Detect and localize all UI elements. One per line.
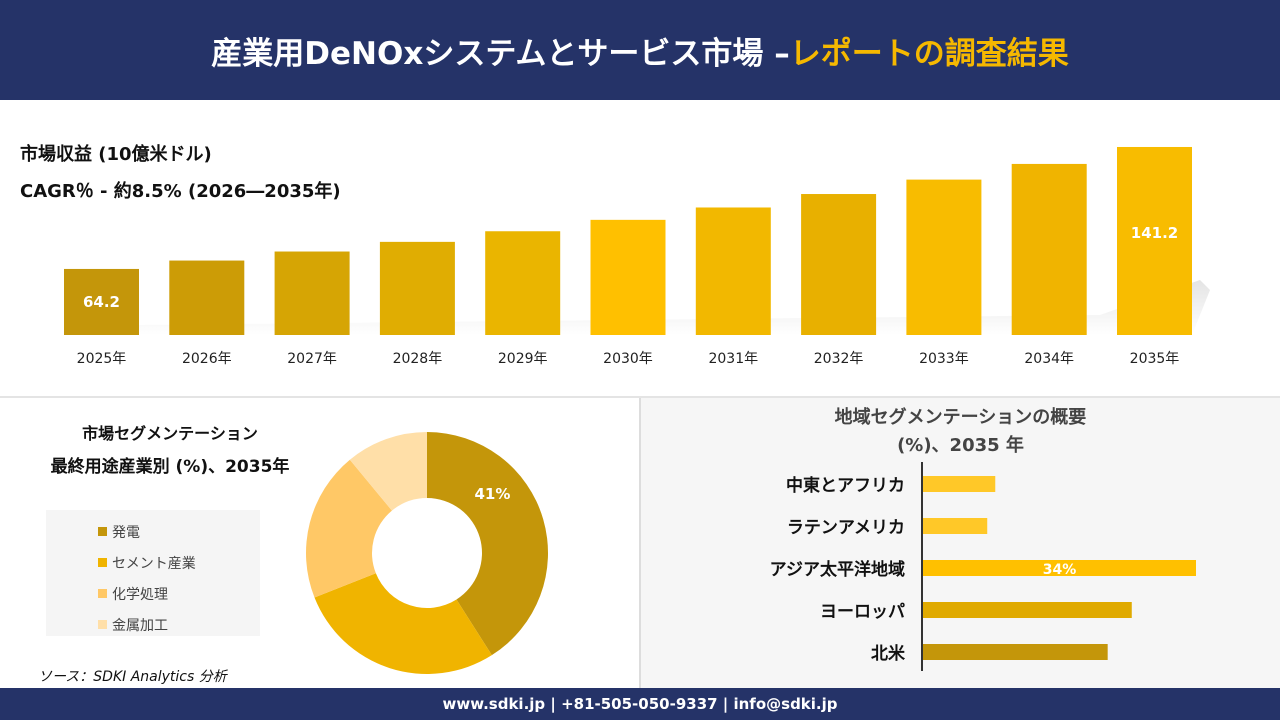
cagr-text: CAGR％ - 約8.5% (2026―2035年) (20, 181, 341, 202)
revenue-bar-svg: 2025年 64.2 2026年 2027年 2028年 2029年 2030年 2031年 2… (60, 146, 1210, 367)
legend-label: 発電 (112, 524, 140, 541)
bar-2035年 (1117, 146, 1192, 335)
region-label: 北米 (871, 644, 905, 664)
bar-2028年 (379, 241, 455, 335)
legend-label: 化学処理 (112, 586, 168, 603)
bar-2033年 (906, 179, 982, 335)
legend-item: セメント産業 (98, 547, 260, 578)
bar-data-label: 64.2 (83, 293, 120, 311)
revenue-title: 市場収益 (10億米ドル) (20, 144, 212, 165)
legend-swatch (98, 558, 107, 567)
bar-2029年 (485, 231, 561, 335)
donut-chart: 41% (306, 432, 548, 674)
x-tick-label: 2029年 (498, 351, 548, 367)
x-tick-label: 2032年 (814, 351, 864, 367)
bar-ヨーロッパ (923, 602, 1132, 618)
bar-2032年 (801, 194, 877, 335)
region-label: アジア太平洋地域 (769, 560, 905, 580)
source-note: ソース：SDKI Analytics 分析 (38, 669, 227, 685)
x-tick-label: 2030年 (603, 351, 653, 367)
bar-2034年 (1011, 163, 1087, 335)
bar-data-label: 34% (1043, 562, 1077, 578)
title-highlight: レポートの調査結果 (789, 35, 1069, 72)
page-header: 産業用DeNOxシステムとサービス市場 – レポートの調査結果 (0, 0, 1280, 100)
donut-slice-発電 (427, 432, 548, 656)
donut-slice-化学処理 (306, 459, 392, 598)
legend-label: 金属加工 (112, 617, 168, 634)
bar-ラテンアメリカ (923, 518, 988, 534)
legend-swatch (98, 589, 107, 598)
donut-slice-セメント産業 (314, 573, 492, 674)
footer-contact: www.sdki.jp | +81-505-050-9337 | info@sd… (0, 688, 1280, 720)
regional-bar-svg: 34% (921, 462, 1196, 671)
x-tick-label: 2025年 (77, 351, 127, 367)
x-tick-label: 2027年 (287, 351, 337, 367)
regional-title: 地域セグメンテーションの概要 (%)、2035 年 (834, 407, 1087, 456)
x-tick-label: 2026年 (182, 351, 232, 367)
bar-data-label: 141.2 (1131, 224, 1178, 242)
end-use-segment-panel: 市場セグメンテーション 最終用途産業別 (%)、2035年 発電セメント産業 化学… (0, 398, 638, 688)
legend-swatch (98, 527, 107, 536)
bar-2027年 (274, 251, 350, 335)
bar-2025年 (64, 268, 139, 335)
bar-北米 (923, 644, 1108, 660)
legend-swatch (98, 620, 107, 629)
legend-item: 化学処理 (98, 578, 260, 609)
vertical-divider (639, 398, 641, 688)
donut-slice-金属加工 (349, 432, 427, 511)
bar-中東とアフリカ (923, 476, 996, 492)
segment-title: 市場セグメンテーション (82, 424, 258, 443)
region-label: ヨーロッパ (820, 602, 905, 622)
legend-item: 発電 (98, 516, 260, 547)
title-main: 産業用DeNOxシステムとサービス市場 – (211, 35, 790, 72)
segment-subtitle: 最終用途産業別 (%)、2035年 (50, 457, 290, 477)
region-label: 中東とアフリカ (786, 476, 905, 496)
donut-legend: 発電セメント産業 化学処理金属加工 (46, 510, 260, 636)
bar-アジア太平洋地域 (923, 560, 1196, 576)
regional-segment-panel: 地域セグメンテーションの概要 (%)、2035 年 34% 中東とアフリカ ラテン… (641, 398, 1280, 688)
x-tick-label: 2033年 (919, 351, 969, 367)
x-tick-label: 2028年 (393, 351, 443, 367)
legend-item: 金属加工 (98, 609, 260, 640)
bar-2030年 (590, 219, 666, 335)
x-tick-label: 2035年 (1130, 351, 1180, 367)
revenue-chart: 2025年 64.2 2026年 2027年 2028年 2029年 2030年 2031年 2… (0, 100, 1280, 396)
bar-2026年 (169, 260, 245, 335)
x-tick-label: 2031年 (708, 351, 758, 367)
legend-label: セメント産業 (112, 555, 196, 572)
donut-data-label: 41% (474, 485, 510, 503)
x-tick-label: 2034年 (1024, 351, 1074, 367)
bar-2031年 (695, 207, 771, 335)
divider (0, 396, 1280, 398)
region-label: ラテンアメリカ (786, 518, 905, 538)
